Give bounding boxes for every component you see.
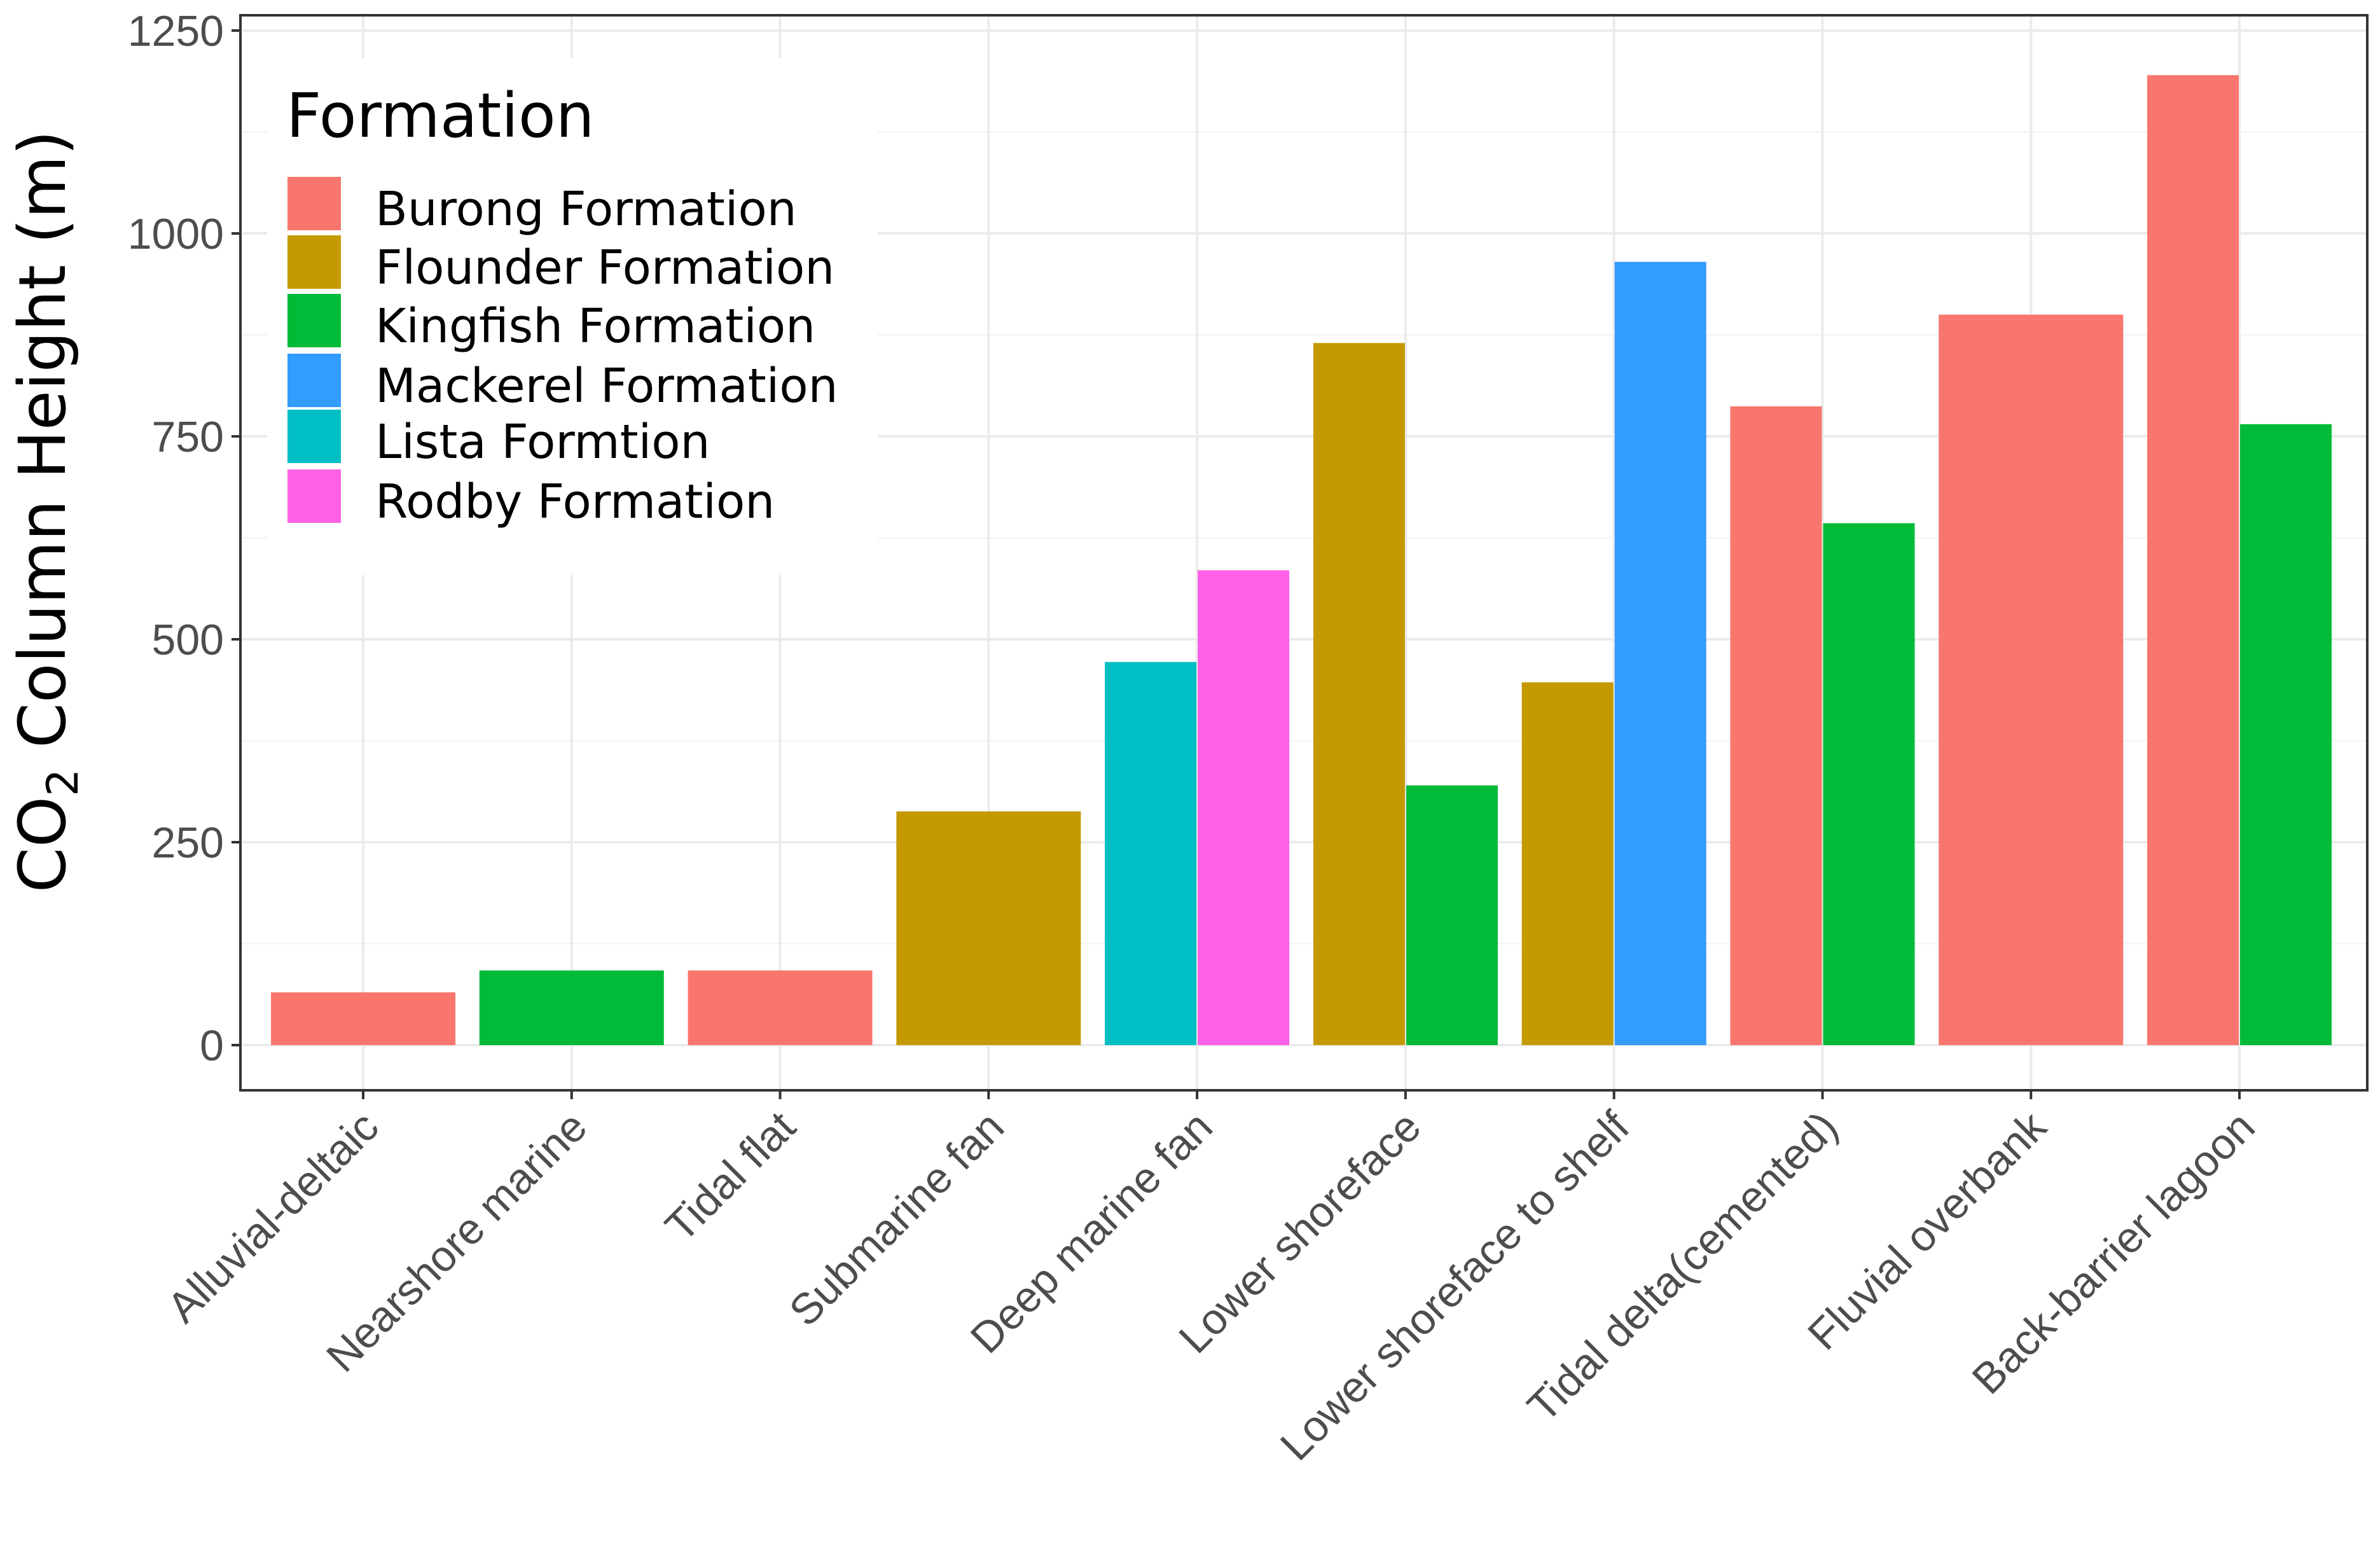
bar (479, 970, 664, 1045)
y-axis-title: CO2 Column Height (m) (5, 130, 88, 893)
legend-key (287, 410, 341, 463)
panel-border (239, 14, 2369, 1092)
bar (1730, 406, 1822, 1045)
y-axis: 0 250 500 750 1000 1250 (128, 7, 240, 1070)
bars (271, 75, 2332, 1046)
bar (896, 811, 1081, 1045)
bar (1939, 314, 2124, 1046)
legend-key (287, 177, 341, 230)
bar (1105, 662, 1197, 1045)
legend-label: Mackerel Formation (375, 359, 838, 413)
bar (1406, 785, 1498, 1045)
bar (271, 992, 455, 1045)
legend-title: Formation (286, 80, 595, 151)
y-axis-title-rest: Column Height (m) (5, 130, 81, 769)
y-tick-label: 0 (200, 1022, 224, 1070)
y-axis-title-main: CO (5, 796, 81, 893)
y-tick-label: 1000 (128, 210, 224, 258)
legend-label: Lista Formtion (375, 415, 710, 469)
y-tick-label: 250 (152, 819, 224, 867)
bar (2240, 424, 2332, 1045)
bar (1823, 523, 1915, 1045)
bar (2147, 75, 2239, 1045)
bar (688, 970, 873, 1045)
y-axis-title-subscript: 2 (38, 769, 88, 796)
bar (1521, 682, 1614, 1045)
legend-key (287, 354, 341, 407)
legend-key (287, 469, 341, 523)
legend-label: Kingfish Formation (375, 299, 815, 354)
legend-key (287, 235, 341, 289)
legend-label: Burong Formation (375, 182, 797, 237)
bar (1198, 570, 1290, 1045)
y-tick-label: 750 (152, 413, 224, 461)
bar (1614, 261, 1706, 1045)
legend-label: Rodby Formation (375, 475, 775, 529)
legend-background (267, 59, 878, 575)
legend-key (287, 294, 341, 347)
y-tick-label: 1250 (128, 7, 224, 55)
y-tick-label: 500 (152, 616, 224, 664)
bar (1313, 343, 1405, 1045)
legend-label: Flounder Formation (375, 240, 834, 295)
